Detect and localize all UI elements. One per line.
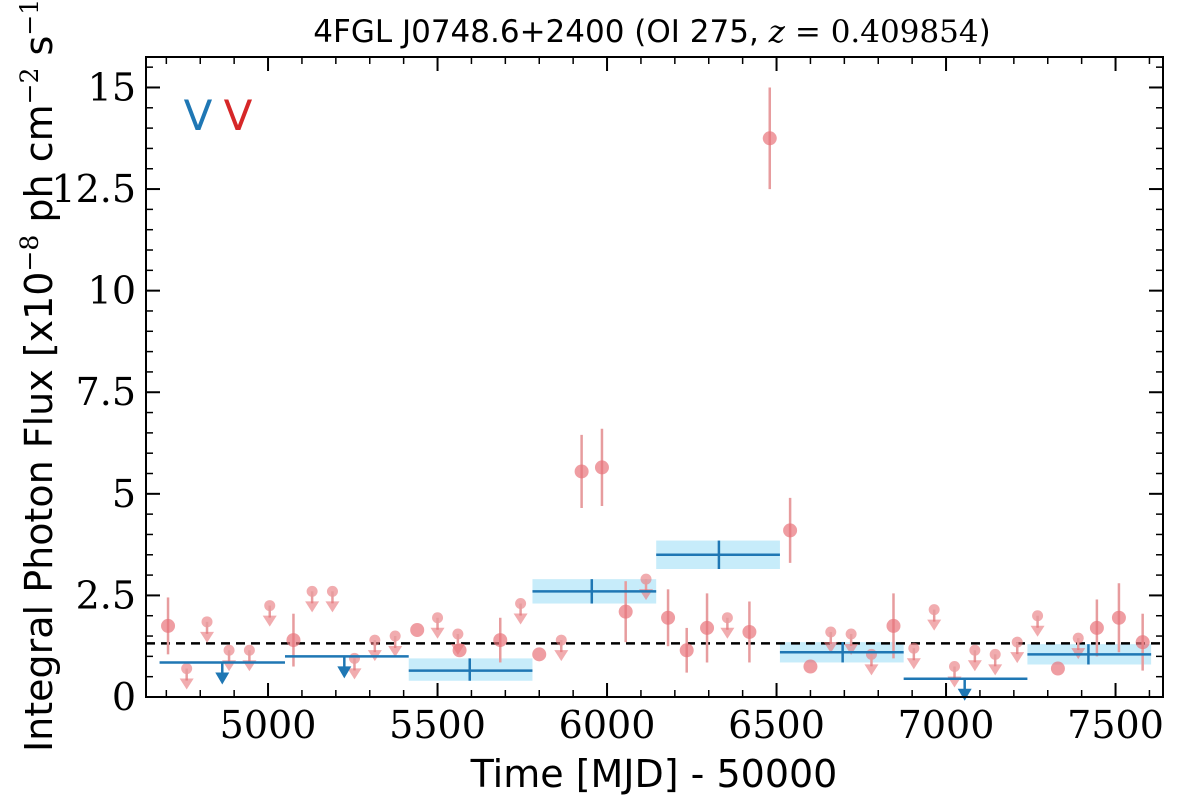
monthly-point <box>700 620 715 635</box>
upper-limit-arrow <box>347 668 362 680</box>
monthly-point <box>618 604 633 619</box>
x-tick-label: 5000 <box>220 703 317 747</box>
monthly-point <box>161 618 176 633</box>
upper-limit-arrow <box>305 601 320 613</box>
upper-limit-arrow <box>388 646 403 658</box>
legend-marker-1: V <box>184 91 213 140</box>
y-axis-label: Integral Photon Flux [x10−8 ph cm−2 s−1] <box>15 0 61 752</box>
upper-limit-arrow <box>430 627 445 639</box>
y-tick-label: 7.5 <box>76 370 136 414</box>
x-tick-label: 7500 <box>1067 703 1164 747</box>
monthly-point <box>886 618 901 633</box>
x-tick-label: 7000 <box>898 703 995 747</box>
y-tick-label: 0 <box>112 675 136 719</box>
y-tick-label: 15 <box>88 65 136 109</box>
monthly-point <box>1089 620 1104 635</box>
yearly-upper-limit-arrow <box>337 666 352 679</box>
monthly-point <box>1050 661 1065 676</box>
upper-limit-arrow <box>450 644 465 656</box>
plot-area <box>146 540 1163 681</box>
upper-limit-arrow <box>823 641 838 653</box>
monthly-point <box>1111 610 1126 625</box>
monthly-point <box>594 460 609 475</box>
monthly-point <box>410 622 425 637</box>
upper-limit-arrow <box>844 644 859 656</box>
monthly-point <box>574 464 589 479</box>
chart-title: 4FGL J0748.6+2400 (OI 275, z = 0.409854) <box>313 14 990 50</box>
monthly-point <box>1135 635 1150 650</box>
monthly-point <box>679 643 694 658</box>
upper-limit-arrow <box>325 601 340 613</box>
upper-limit-arrow <box>200 631 215 643</box>
upper-limit-arrow <box>513 613 528 625</box>
upper-limit-arrow <box>864 664 879 676</box>
upper-limit-arrow <box>988 664 1003 676</box>
y-tick-label: 12.5 <box>51 167 136 211</box>
axes-frame <box>145 56 1164 698</box>
monthly-point <box>661 610 676 625</box>
monthly-point <box>532 647 547 662</box>
monthly-point <box>286 633 301 648</box>
x-tick-label: 5500 <box>389 703 486 747</box>
monthly-point <box>742 624 757 639</box>
x-axis-label: Time [MJD] - 50000 <box>470 752 838 796</box>
upper-limit-arrow <box>179 678 194 690</box>
y-tick-label: 10 <box>88 269 136 313</box>
upper-limit-arrow <box>554 650 569 662</box>
y-tick-label: 5 <box>112 472 136 516</box>
monthly-point <box>493 633 508 648</box>
x-tick-label: 6500 <box>728 703 825 747</box>
upper-limit-arrow <box>720 627 735 639</box>
upper-limit-arrow <box>262 615 277 627</box>
data-marks <box>159 87 1152 701</box>
axes: 5000 5500 6000 6500 7000 7500 0 2.5 5 7.5 10 12.5 15 <box>51 56 1164 747</box>
upper-limit-arrow <box>967 660 982 672</box>
yearly-upper-limit-arrow <box>957 688 972 701</box>
upper-limit-arrow <box>1010 652 1025 664</box>
upper-limit-arrow <box>927 619 942 631</box>
monthly-point <box>803 659 818 674</box>
monthly-point <box>762 131 777 146</box>
monthly-point <box>783 523 798 538</box>
upper-limit-arrow <box>906 658 921 670</box>
x-tick-label: 6000 <box>559 703 656 747</box>
upper-limit-arrow <box>1030 625 1045 637</box>
legend-marker-2: V <box>224 91 253 140</box>
y-tick-label: 2.5 <box>76 573 136 617</box>
yearly-upper-limit-arrow <box>215 672 230 685</box>
